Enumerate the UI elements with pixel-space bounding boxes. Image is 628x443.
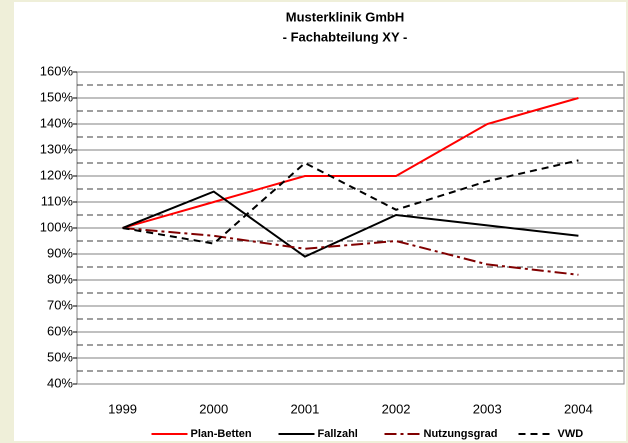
y-tick-label: 60% (47, 323, 73, 338)
series-line (122, 159, 579, 245)
legend-label: VWD (558, 428, 584, 440)
y-tick-label: 70% (47, 297, 73, 312)
y-tick-label: 140% (40, 115, 74, 130)
y-tick-label: 110% (41, 193, 74, 208)
y-tick-label: 80% (47, 271, 73, 286)
y-tick-label: 90% (47, 245, 73, 260)
y-tick-label: 150% (40, 89, 74, 104)
y-tick-label: 120% (40, 167, 74, 182)
y-tick-label: 130% (40, 141, 74, 156)
legend-label: Fallzahl (318, 428, 358, 440)
series-line (122, 190, 579, 258)
y-tick-label: 100% (40, 219, 74, 234)
chart-subtitle: - Fachabteilung XY - (283, 29, 408, 44)
y-tick-label: 40% (47, 375, 73, 390)
series-line (122, 97, 579, 229)
y-tick-label: 160% (40, 63, 74, 78)
x-tick-label: 2003 (473, 401, 502, 416)
x-tick-label: 1999 (108, 401, 137, 416)
x-tick-label: 2004 (564, 401, 593, 416)
series-line (122, 227, 579, 276)
legend-label: Plan-Betten (191, 428, 252, 440)
x-tick-label: 2000 (199, 401, 228, 416)
y-tick-label: 50% (47, 349, 73, 364)
x-tick-label: 2001 (290, 401, 319, 416)
legend-label: Nutzungsgrad (424, 428, 498, 440)
chart-title: Musterklinik GmbH (286, 9, 404, 24)
x-tick-label: 2002 (382, 401, 411, 416)
